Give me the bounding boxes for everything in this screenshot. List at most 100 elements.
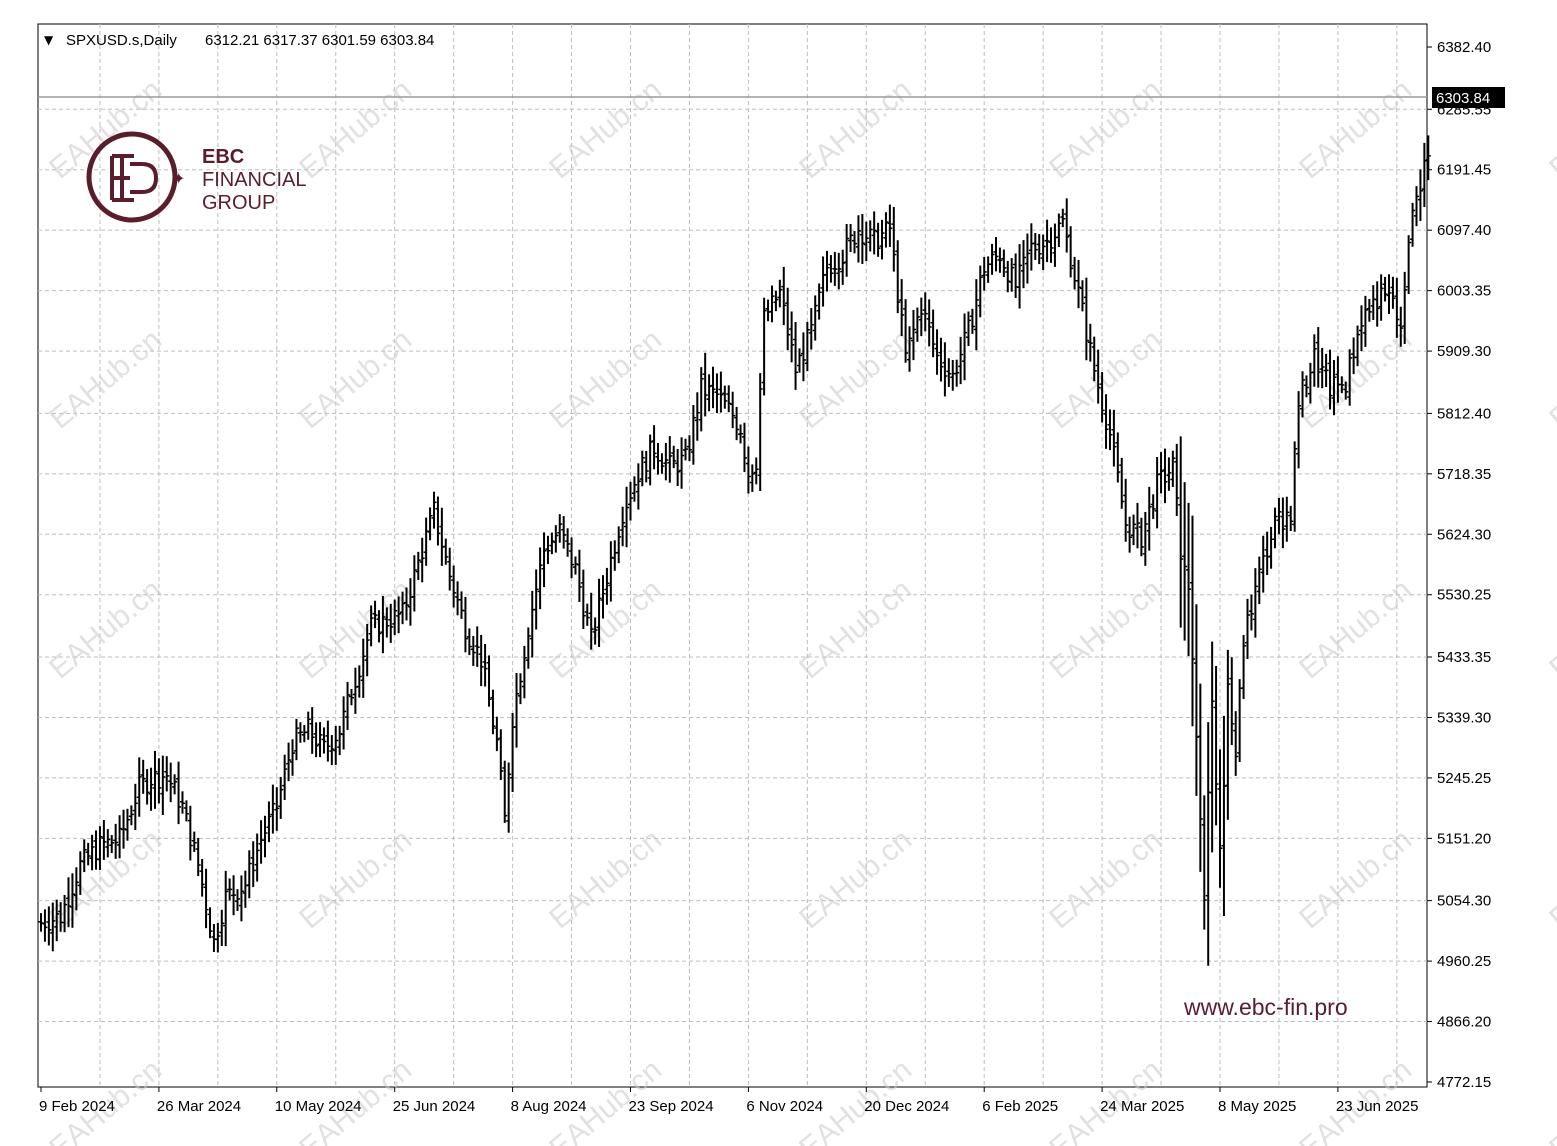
ohlc-bar	[172, 774, 178, 795]
ohlc-bar	[918, 297, 924, 337]
ohlc-bar	[686, 435, 692, 462]
ohlc-bar	[85, 842, 91, 866]
ohlc-bar	[624, 486, 630, 548]
ohlc-bar	[227, 878, 233, 901]
ohlc-bar	[730, 391, 736, 429]
brand-url: www.ebc-fin.pro	[1183, 994, 1348, 1020]
ohlc-bar	[415, 551, 421, 580]
ohlc-bar	[156, 758, 162, 804]
ohlc-bar	[576, 549, 582, 602]
ohlc-bar	[1166, 457, 1172, 491]
ohlc-bar	[207, 907, 213, 939]
ohlc-bar	[969, 308, 975, 334]
ohlc-bar	[73, 867, 79, 911]
ohlc-bar	[1186, 502, 1192, 657]
ohlc-bar	[639, 450, 645, 487]
ohlc-bar	[753, 457, 759, 485]
ohlc-bar	[1288, 505, 1294, 531]
ohlc-bar	[804, 321, 810, 372]
ohlc-bar	[1024, 233, 1030, 284]
ohlc-bar	[274, 787, 280, 831]
ohlc-bar	[329, 735, 335, 766]
ohlc-bar	[203, 868, 209, 929]
ohlc-bar	[1229, 657, 1235, 746]
ohlc-bar	[282, 754, 288, 800]
ohlc-bar	[1060, 208, 1066, 228]
ohlc-bar	[235, 889, 240, 911]
ohlc-bar	[498, 729, 504, 781]
ohlc-bar	[891, 207, 897, 272]
ohlc-bar	[514, 673, 520, 748]
ohlc-bar	[1225, 649, 1231, 820]
ohlc-bar	[1300, 371, 1306, 418]
ohlc-bar	[537, 547, 543, 610]
ohlc-bar	[517, 673, 523, 705]
ohlc-bar	[533, 569, 539, 630]
ohlc-bar	[1048, 227, 1054, 263]
y-tick-label: 4866.20	[1437, 1014, 1491, 1031]
ohlc-bar	[376, 610, 382, 643]
ohlc-bar	[749, 464, 755, 492]
ohlc-bar	[706, 374, 712, 412]
y-tick-label: 5339.30	[1437, 709, 1491, 726]
ohlc-bar	[238, 875, 244, 922]
ohlc-bar	[136, 757, 142, 817]
ohlc-bar	[325, 720, 331, 762]
ohlc-bar	[565, 528, 571, 557]
ohlc-bar	[1005, 260, 1011, 293]
ohlc-bar	[140, 759, 146, 794]
ohlc-bar	[698, 367, 704, 432]
ohlc-bar	[345, 681, 351, 730]
ohlc-bar	[1260, 535, 1266, 593]
ohlc-bar	[266, 801, 272, 843]
ohlc-bar	[490, 689, 496, 735]
ohlc-bar	[466, 628, 472, 656]
ohlc-bar	[675, 448, 681, 487]
ohlc-bar	[773, 290, 779, 312]
ohlc-bar	[628, 481, 633, 521]
ohlc-bar	[1280, 497, 1286, 549]
ohlc-bar	[993, 237, 999, 272]
ohlc-bar	[462, 596, 468, 653]
ohlc-bar	[1178, 436, 1184, 628]
ohlc-bar	[1095, 349, 1101, 404]
price-tag-label: 6303.84	[1436, 90, 1490, 107]
price-tag: 6303.84	[1432, 87, 1505, 108]
ohlc-bar	[195, 837, 201, 877]
ohlc-bar	[702, 352, 708, 417]
ohlc-bars	[38, 135, 1431, 966]
ohlc-bar	[667, 436, 673, 483]
x-tick-label: 23 Jun 2025	[1336, 1098, 1419, 1115]
dropdown-triangle-icon[interactable]: ▼	[44, 33, 54, 47]
ohlc-bar	[219, 909, 225, 946]
ohlc-bar	[1319, 347, 1325, 389]
ohlc-bar	[1421, 142, 1427, 207]
ohlc-bar	[392, 599, 398, 636]
ohlc-bar	[785, 287, 791, 351]
ohlc-bar	[852, 231, 858, 254]
plot-area	[37, 23, 1428, 1088]
ohlc-bar	[1272, 507, 1278, 549]
ohlc-bar	[616, 526, 622, 564]
ohlc-bar	[113, 823, 119, 859]
ohlc-bar	[800, 332, 806, 382]
ohlc-bar	[863, 221, 869, 262]
ohlc-bar	[388, 603, 394, 643]
x-axis: 9 Feb 2024 26 Mar 2024 10 May 2024 25 Jun 2…	[39, 1087, 1418, 1115]
ohlc-bar	[596, 578, 602, 648]
ohlc-bar	[647, 434, 653, 486]
ohlc-bar	[313, 722, 319, 758]
x-tick-label: 24 Mar 2025	[1100, 1098, 1184, 1115]
ohlc-bar	[1256, 556, 1262, 605]
ohlc-bar	[69, 873, 75, 928]
ohlc-bar	[199, 858, 205, 897]
ohlc-bar	[176, 761, 182, 825]
chart-header: ▼ SPXUSD.s,Daily 6312.21 6317.37 6301.59…	[44, 32, 434, 49]
ohlc-bar	[977, 265, 983, 318]
ohlc-bar	[317, 722, 323, 758]
brand-name-line1: EBC	[202, 146, 244, 168]
grid	[38, 24, 1427, 1087]
ohlc-bar	[1390, 276, 1396, 309]
ohlc-bar	[215, 922, 221, 953]
